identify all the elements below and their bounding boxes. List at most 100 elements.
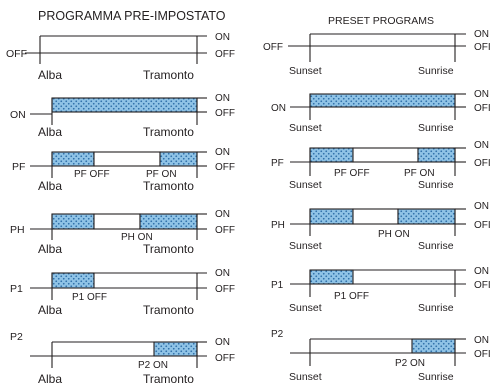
- sub-label: PF OFF: [334, 168, 370, 179]
- end-label: Sunrise: [418, 240, 454, 252]
- row-label: PF: [12, 161, 25, 173]
- off-label: OFF: [215, 353, 235, 364]
- on-label: ON: [474, 201, 489, 212]
- on-label: ON: [215, 93, 230, 104]
- off-label: OFF: [215, 49, 235, 60]
- sub-label: PH ON: [121, 232, 153, 243]
- panel-title: PRESET PROGRAMS: [328, 15, 434, 27]
- row-label: PF: [271, 158, 284, 169]
- row-pf: PF ON OFF PF OFF PF ON Alba Tramonto: [12, 147, 235, 193]
- on-label: ON: [474, 89, 489, 100]
- sub-label: PF ON: [146, 169, 177, 180]
- start-label: Alba: [38, 242, 62, 256]
- on-label: ON: [215, 209, 230, 220]
- row-ph: PH ON OFF PH ON Alba Tramonto: [10, 209, 235, 256]
- start-label: Alba: [38, 68, 62, 82]
- on-period: [397, 208, 456, 225]
- sub-label: P2 ON: [395, 358, 425, 369]
- row-label: OFF: [6, 48, 27, 60]
- end-label: Sunrise: [418, 371, 454, 383]
- start-label: Alba: [38, 303, 62, 317]
- end-label: Sunrise: [418, 179, 454, 191]
- row-label: P2: [271, 329, 284, 340]
- start-label: Alba: [38, 125, 62, 139]
- on-period: [309, 208, 354, 225]
- on-label: ON: [215, 147, 230, 158]
- row-label: ON: [10, 109, 26, 121]
- sub-label: P1 OFF: [334, 291, 369, 302]
- off-period: [352, 147, 419, 163]
- sub-label: PH ON: [378, 229, 410, 240]
- on-label: ON: [474, 29, 489, 40]
- on-period: [51, 213, 95, 230]
- off-label: OFI: [474, 158, 491, 169]
- on-label: ON: [215, 337, 230, 348]
- on-label: ON: [474, 140, 489, 151]
- start-label: Sunset: [289, 179, 322, 191]
- off-period: [93, 213, 141, 230]
- row-ph: PH ON OFI PH ON Sunset Sunrise: [271, 201, 491, 252]
- row-pf: PF ON OFI PF OFF PF ON Sunset Sunrise: [271, 140, 491, 191]
- on-period: [159, 151, 198, 167]
- off-label: OFF: [215, 108, 235, 119]
- start-label: Sunset: [289, 240, 322, 252]
- end-label: Tramonto: [143, 372, 194, 385]
- on-period: [51, 151, 95, 167]
- off-label: OFI: [474, 349, 491, 360]
- end-label: Sunrise: [418, 122, 454, 134]
- off-period: [352, 208, 399, 225]
- row-p1: P1 ON OFI P1 OFF Sunset Sunrise: [271, 266, 491, 314]
- row-p1: P1 ON OFF P1 OFF Alba Tramonto: [10, 268, 235, 317]
- on-period: [153, 341, 198, 357]
- row-label: P1: [271, 280, 284, 291]
- on-period: [309, 269, 354, 285]
- on-period: [411, 338, 456, 354]
- end-label: Tramonto: [143, 125, 194, 139]
- row-off: OFF ON OFF Alba Tramonto: [6, 32, 235, 82]
- end-label: Sunrise: [418, 65, 454, 77]
- row-label: OFF: [263, 42, 283, 53]
- row-label: PH: [10, 224, 25, 236]
- row-on: ON ON OFI Sunset Sunrise: [271, 89, 491, 134]
- off-label: OFI: [474, 280, 491, 291]
- row-label: P1: [10, 283, 23, 295]
- sub-label: PF ON: [404, 168, 435, 179]
- on-period: [309, 147, 354, 163]
- off-label: OFF: [215, 162, 235, 173]
- on-period: [309, 93, 456, 108]
- end-label: Tramonto: [143, 303, 194, 317]
- end-label: Tramonto: [143, 179, 194, 193]
- start-label: Sunset: [289, 65, 322, 77]
- panel-italian: PROGRAMMA PRE-IMPOSTATO OFF ON OFF Alba …: [6, 9, 235, 385]
- start-label: Alba: [38, 179, 62, 193]
- row-off: OFF ON OFI Sunset Sunrise: [263, 29, 491, 77]
- end-label: Sunrise: [418, 302, 454, 314]
- row-label: ON: [271, 103, 286, 114]
- end-label: Tramonto: [143, 242, 194, 256]
- on-period: [51, 272, 95, 289]
- off-label: OFI: [474, 42, 491, 53]
- on-label: ON: [215, 268, 230, 279]
- start-label: Alba: [38, 372, 62, 385]
- sub-label: P2 ON: [138, 360, 168, 371]
- end-label: Tramonto: [143, 68, 194, 82]
- on-label: ON: [215, 32, 230, 43]
- row-label: P2: [10, 331, 23, 343]
- row-label: PH: [271, 220, 285, 231]
- sub-label: P1 OFF: [72, 292, 107, 303]
- off-period: [93, 151, 161, 167]
- on-label: ON: [474, 266, 489, 277]
- start-label: Sunset: [289, 371, 322, 383]
- off-label: OFF: [215, 284, 235, 295]
- row-p2: P2 ON OFF P2 ON Alba Tramonto: [10, 331, 235, 385]
- off-label: OFI: [474, 220, 491, 231]
- row-p2: P2 ON OFI P2 ON Sunset Sunrise: [271, 329, 491, 383]
- off-label: OFF: [215, 225, 235, 236]
- sub-label: PF OFF: [74, 169, 110, 180]
- row-on: ON ON OFF Alba Tramonto: [10, 93, 235, 139]
- start-label: Sunset: [289, 122, 322, 134]
- start-label: Sunset: [289, 302, 322, 314]
- on-period: [417, 147, 456, 163]
- off-label: OFI: [474, 103, 491, 114]
